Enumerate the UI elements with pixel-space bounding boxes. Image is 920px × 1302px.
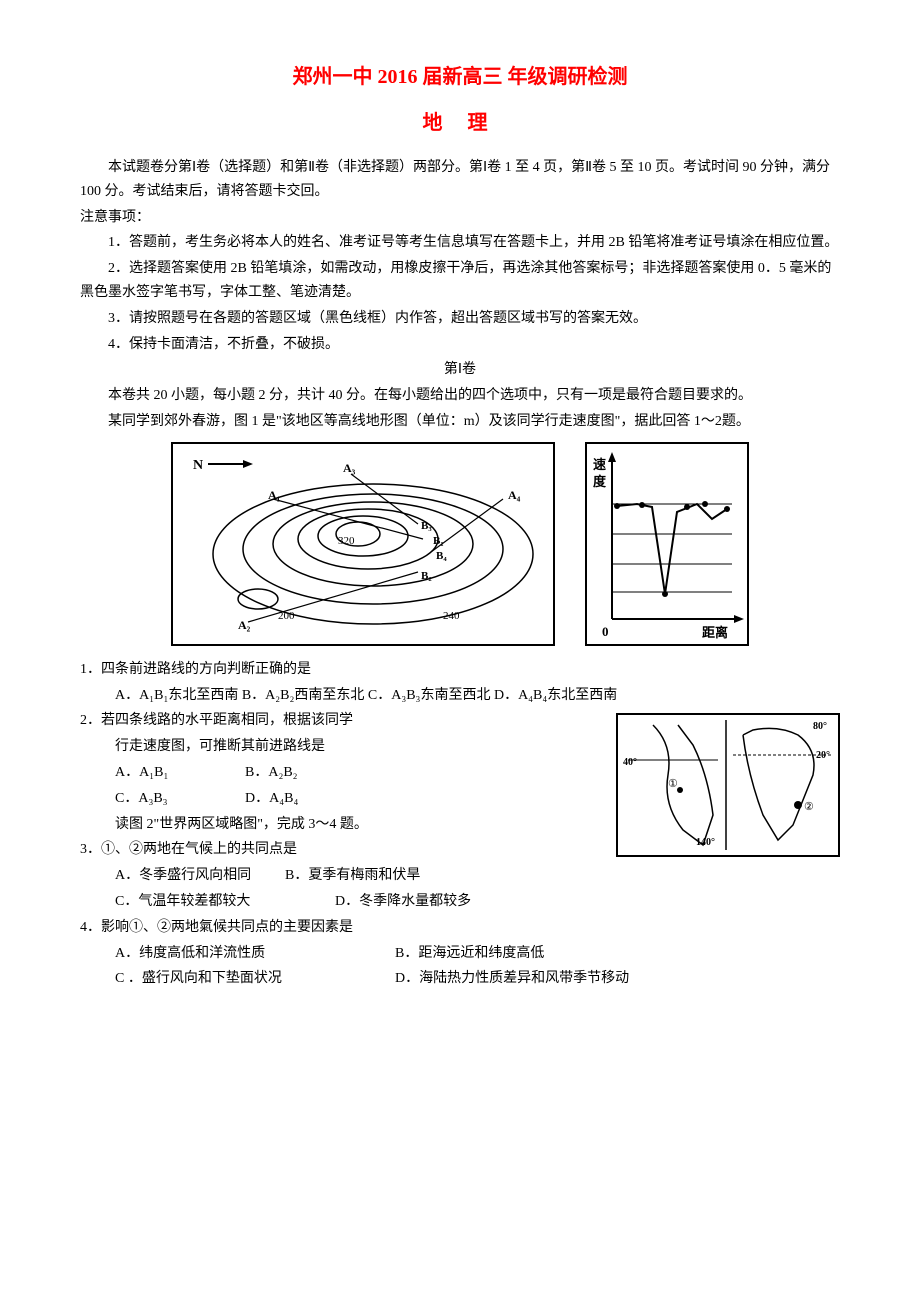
figure-1-row: N A₁ A₂ A₃ A₄ B₃ B₁ B₄ B₂ 200 240 320 bbox=[80, 442, 840, 646]
speed-chart-figure: 速 度 0 距离 bbox=[585, 442, 749, 646]
label-a3: A₃ bbox=[343, 461, 356, 475]
contour-map-svg: N A₁ A₂ A₃ A₄ B₃ B₁ B₄ B₂ 200 240 320 bbox=[173, 444, 553, 644]
note-1: 1．答题前，考生务必将本人的姓名、准考证号等考生信息填写在答题卡上，并用 2B … bbox=[80, 231, 840, 255]
q3-opt-a: A．冬季盛行风向相同 bbox=[115, 864, 285, 888]
lat-20: 20° bbox=[816, 750, 830, 761]
q3-opt-d: D．冬季降水量都较多 bbox=[335, 890, 471, 914]
note-3: 3．请按照题号在各题的答题区域（黑色线框）内作答，超出答题区域书写的答案无效。 bbox=[80, 307, 840, 331]
contour-map-figure: N A₁ A₂ A₃ A₄ B₃ B₁ B₄ B₂ 200 240 320 bbox=[171, 442, 555, 646]
q2-opt-b: B．A₂B₂ bbox=[245, 761, 375, 785]
label-b4: B₄ bbox=[436, 550, 447, 562]
world-regions-svg: 40° 140° ① 20° 80° ② bbox=[618, 715, 838, 855]
q4-options-row2: C ．盛行风向和下垫面状况 D．海陆热力性质差异和风带季节移动 bbox=[80, 967, 840, 991]
q3-options-row1: A．冬季盛行风向相同 B．夏季有梅雨和伏旱 bbox=[80, 864, 840, 888]
q1-opt-b: B．A₂B₂西南至东北 bbox=[242, 688, 365, 703]
q1-stem: 1．四条前进路线的方向判断正确的是 bbox=[80, 658, 840, 682]
q2-opt-a: A．A₁B₁ bbox=[115, 761, 245, 785]
label-b2: B₂ bbox=[421, 570, 432, 582]
q4-opt-d: D．海陆热力性质差异和风带季节移动 bbox=[395, 967, 675, 991]
north-arrow-label: N bbox=[193, 458, 203, 473]
section-1-desc: 本卷共 20 小题，每小题 2 分，共计 40 分。在每小题给出的四个选项中，只… bbox=[80, 384, 840, 408]
q1-opt-c: C．A₃B₃东南至西北 bbox=[368, 688, 491, 703]
lon-140: 140° bbox=[696, 837, 715, 848]
q4-stem: 4．影响①、②两地氣候共同点的主要因素是 bbox=[80, 916, 840, 940]
exam-subject: 地 理 bbox=[80, 106, 840, 140]
contour-240: 240 bbox=[443, 610, 460, 622]
chart-ylabel-2: 度 bbox=[593, 474, 607, 489]
q3-opt-c: C．气温年较差都较大 bbox=[115, 890, 335, 914]
label-b1: B₁ bbox=[433, 535, 444, 547]
contour-200: 200 bbox=[278, 610, 295, 622]
point-1: ① bbox=[668, 778, 678, 790]
note-4: 4．保持卡面清洁，不折叠，不破损。 bbox=[80, 333, 840, 357]
q3-options-row2: C．气温年较差都较大 D．冬季降水量都较多 bbox=[80, 890, 840, 914]
point-2: ② bbox=[804, 801, 814, 813]
chart-ylabel-1: 速 bbox=[593, 457, 606, 472]
q2-opt-c: C．A₃B₃ bbox=[115, 787, 245, 811]
passage-1: 某同学到郊外春游，图 1 是"该地区等高线地形图（单位：m）及该同学行走速度图"… bbox=[80, 410, 840, 434]
q4-opt-c: C ．盛行风向和下垫面状况 bbox=[115, 967, 395, 991]
notes-label: 注意事项： bbox=[80, 206, 840, 230]
lat-40: 40° bbox=[623, 757, 637, 768]
q4-options-row1: A．纬度高低和洋流性质 B．距海远近和纬度高低 bbox=[80, 942, 840, 966]
q3-opt-b: B．夏季有梅雨和伏旱 bbox=[285, 864, 420, 888]
q2-options-row2: C．A₃B₃ D．A₄B₄ bbox=[80, 787, 606, 811]
q2-options-row1: A．A₁B₁ B．A₂B₂ bbox=[80, 761, 606, 785]
note-2: 2．选择题答案使用 2B 铅笔填涂，如需改动，用橡皮擦干净后，再选涂其他答案标号… bbox=[80, 257, 840, 305]
q2-q4-block: 40° 140° ① 20° 80° ② 2．若四条线路的水平距离相同，根据该同… bbox=[80, 709, 840, 993]
world-regions-figure: 40° 140° ① 20° 80° ② bbox=[616, 713, 840, 857]
q1-options: A．A₁B₁东北至西南 B．A₂B₂西南至东北 C．A₃B₃东南至西北 D．A₄… bbox=[80, 684, 840, 708]
speed-chart-svg: 速 度 0 距离 bbox=[587, 444, 747, 644]
chart-xlabel: 距离 bbox=[702, 625, 728, 640]
label-b3: B₃ bbox=[421, 520, 432, 532]
contour-320: 320 bbox=[338, 535, 355, 547]
lon-80: 80° bbox=[813, 721, 827, 732]
q4-opt-b: B．距海远近和纬度高低 bbox=[395, 942, 675, 966]
intro-paragraph: 本试题卷分第Ⅰ卷（选择题）和第Ⅱ卷（非选择题）两部分。第Ⅰ卷 1 至 4 页，第… bbox=[80, 156, 840, 204]
chart-origin: 0 bbox=[602, 624, 609, 639]
label-a4: A₄ bbox=[508, 488, 521, 502]
q4-opt-a: A．纬度高低和洋流性质 bbox=[115, 942, 395, 966]
q1-opt-a: A．A₁B₁东北至西南 bbox=[115, 688, 238, 703]
exam-title: 郑州一中 2016 届新高三 年级调研检测 bbox=[80, 60, 840, 94]
label-a2: A₂ bbox=[238, 618, 251, 632]
section-1-label: 第Ⅰ卷 bbox=[80, 358, 840, 382]
q1-opt-d: D．A₄B₄东北至西南 bbox=[494, 688, 617, 703]
q2-opt-d: D．A₄B₄ bbox=[245, 787, 375, 811]
